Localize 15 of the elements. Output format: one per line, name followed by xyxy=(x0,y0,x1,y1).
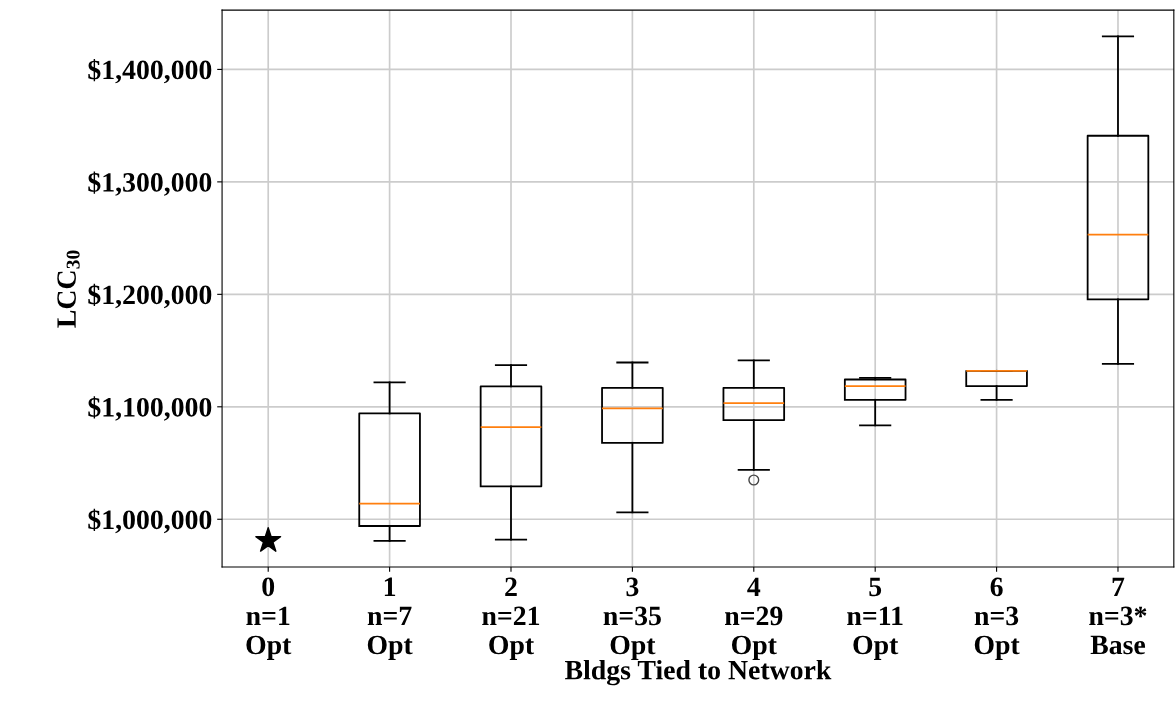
y-axis-title: LCC$_{30}$ xyxy=(57,250,80,328)
y-tick-label: $1,300,000 xyxy=(88,171,212,196)
y-tick-label: $1,200,000 xyxy=(88,283,212,309)
y-tick-label: $1,100,000 xyxy=(88,396,212,421)
y-tick-label: $1,400,000 xyxy=(88,58,212,84)
x-tick-label: 0 n=1 Opt xyxy=(246,577,292,660)
x-axis-title: Bldgs Tied to Network xyxy=(565,659,832,686)
x-tick-label: 1 n=7 Opt xyxy=(367,577,413,660)
x-tick-label: 5 n=11 Opt xyxy=(847,577,903,660)
x-tick-label: 3 n=35 Opt xyxy=(603,577,661,660)
x-tick-label: 7 n=3* Base xyxy=(1089,577,1147,655)
x-tick-label: 6 n=3 Opt xyxy=(974,577,1020,660)
x-tick-label: 2 n=21 Opt xyxy=(482,577,540,660)
y-tick-label: $1,000,000 xyxy=(88,508,212,534)
x-tick-label: 4 n=29 Opt xyxy=(725,577,783,660)
